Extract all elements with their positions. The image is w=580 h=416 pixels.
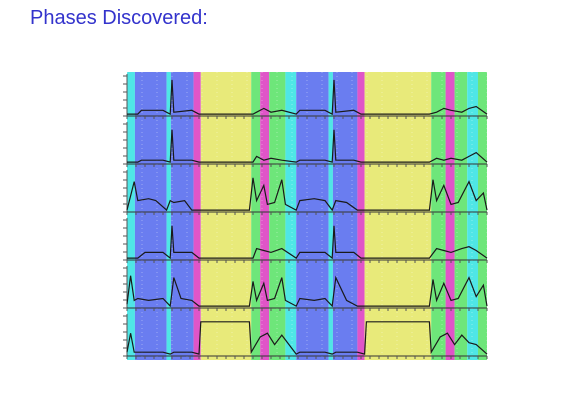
phase-band-0 — [127, 72, 135, 360]
phase-band-17 — [454, 72, 468, 360]
phase-band-8 — [269, 72, 286, 360]
phase-band-11 — [328, 72, 333, 360]
series-line-4 — [126, 275, 488, 308]
phase-band-13 — [357, 72, 365, 360]
phase-band-1 — [134, 72, 167, 360]
series-line-3 — [127, 225, 488, 260]
phase-band-5 — [200, 72, 252, 360]
page-title: Phases Discovered: — [30, 7, 208, 29]
phase-band-16 — [445, 72, 455, 360]
grid-lines — [126, 72, 488, 360]
phase-band-15 — [431, 72, 446, 360]
phase-band-18 — [467, 72, 478, 360]
phase-band-19 — [478, 72, 487, 360]
series-line-5 — [126, 321, 488, 355]
phase-band-2 — [166, 72, 171, 360]
phase-band-12 — [332, 72, 358, 360]
phase-band-14 — [364, 72, 432, 360]
series-line-2 — [126, 177, 488, 212]
phase-band-3 — [170, 72, 194, 360]
phase-band-10 — [296, 72, 329, 360]
series-line-1 — [127, 129, 488, 163]
phase-bands — [127, 72, 487, 360]
phase-band-7 — [260, 72, 270, 360]
panel-axes — [123, 74, 488, 359]
series-line-0 — [127, 79, 488, 116]
phase-band-4 — [193, 72, 201, 360]
phase-band-6 — [251, 72, 261, 360]
series-lines — [126, 79, 488, 355]
phase-band-9 — [285, 72, 297, 360]
